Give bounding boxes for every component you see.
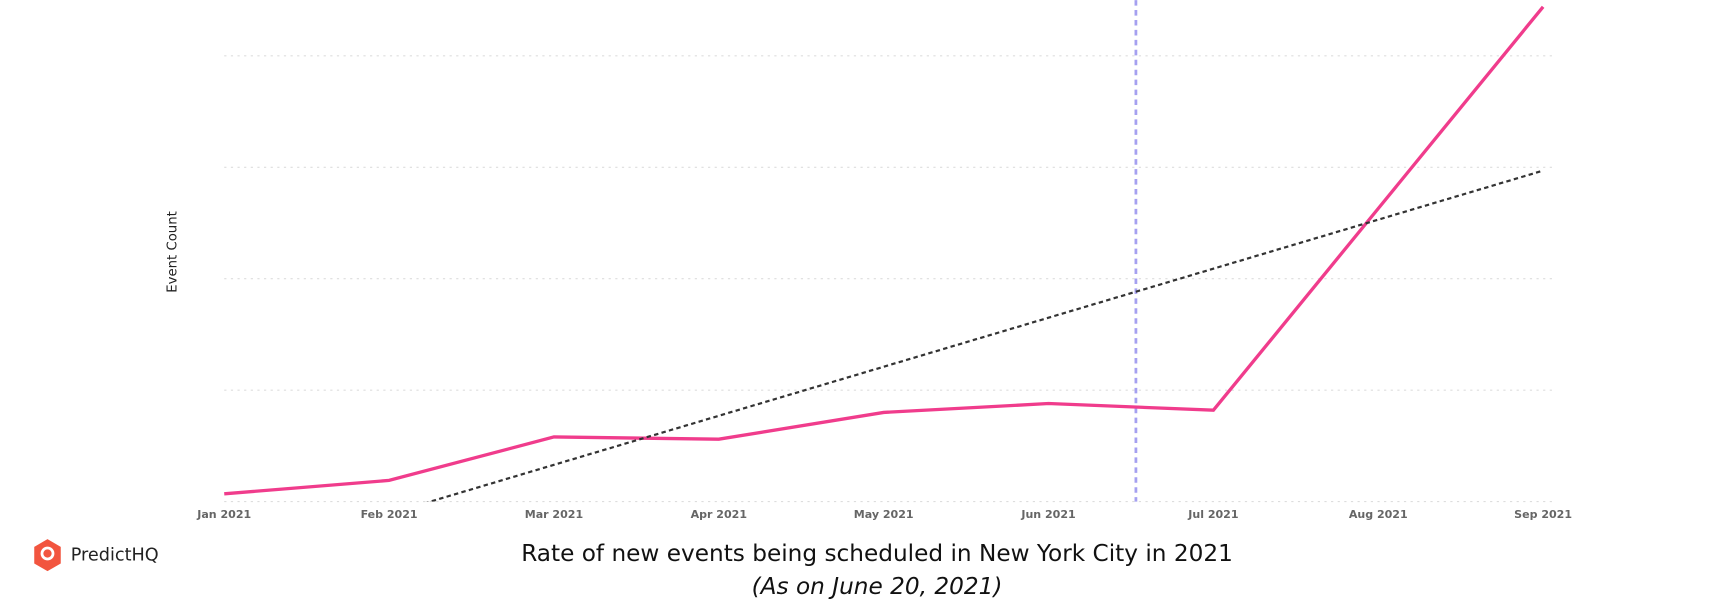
x-tick-label: Jan 2021 — [196, 508, 251, 521]
x-tick-label: Jul 2021 — [1187, 508, 1238, 521]
x-tick-label: Mar 2021 — [525, 508, 583, 521]
x-tick-label: Jun 2021 — [1020, 508, 1075, 521]
x-tick-label: Apr 2021 — [691, 508, 747, 521]
logo-icon — [34, 539, 61, 572]
chart-title: Rate of new events being scheduled in Ne… — [521, 540, 1233, 567]
brand-name: PredictHQ — [71, 546, 159, 566]
x-tick-label: Aug 2021 — [1349, 508, 1408, 521]
logo: PredictHQ — [34, 539, 159, 572]
x-tick-label: Sep 2021 — [1514, 508, 1572, 521]
y-axis-label: Event Count — [165, 211, 180, 293]
series-line — [426, 169, 1544, 502]
x-tick-label: May 2021 — [854, 508, 914, 521]
x-tick-label: Feb 2021 — [361, 508, 418, 521]
series-line — [224, 5, 1545, 496]
plot-area — [224, 5, 1545, 502]
chart-subtitle: (As on June 20, 2021) — [752, 573, 1003, 600]
logo-pin — [40, 546, 55, 561]
